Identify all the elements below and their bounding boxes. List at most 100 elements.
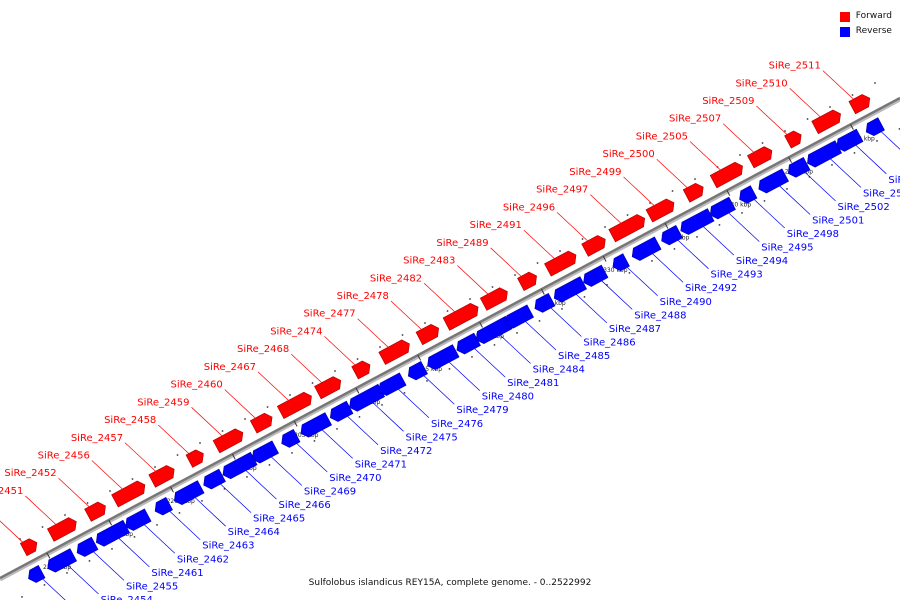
gene-callout-line [756,105,793,140]
dot-marker-reverse [784,130,786,132]
gene-label: SiRe_2485 [558,351,610,362]
dot-marker-reverse [671,190,674,192]
dot-marker-reverse [41,526,44,528]
gene-arrow [758,168,790,194]
gene-arrow [534,292,556,313]
gene-callout-line [523,229,560,264]
dot-marker-forward [898,128,900,130]
gene-arrow [479,287,508,311]
gene-label: SiRe_2463 [202,541,254,552]
dot-marker-reverse [851,94,854,96]
gene-label: SiRe_2452 [4,468,56,479]
gene-callout-line [291,438,328,473]
gene-arrow [281,428,301,448]
dot-marker-reverse [131,478,134,480]
dot-marker-forward [696,236,698,238]
scale-tick [417,354,422,361]
dot-marker-reverse [536,262,539,264]
gene-arrow [680,208,715,235]
gene-callout-line [656,158,693,193]
reverse-genes: SiRe_2453SiRe_2454SiRe_2455SiRe_2461SiRe… [28,117,900,600]
gene-label: SiRe_2462 [177,554,229,565]
gene-arrow [583,264,609,287]
gene-callout-line [191,407,228,442]
gene-callout-line [789,88,826,123]
dot-marker-reverse [626,214,629,216]
scale-tick [355,387,360,394]
gene-label: SiRe_2451 [0,486,23,497]
dot-marker-forward [561,308,563,310]
dot-marker-forward [628,272,631,274]
gene-arrow [865,117,885,137]
dot-marker-forward [381,404,383,406]
gene-callout-line [341,411,379,446]
gene-arrow [84,501,106,522]
gene-callout-line [124,442,162,477]
gene-callout-line [556,212,594,247]
gene-arrow [19,538,38,557]
scale-tick-label: 2330 kbp [599,267,627,274]
dot-marker-reverse [649,202,651,204]
dot-marker-forward [853,152,856,154]
dot-marker-forward [516,332,518,334]
dot-marker-reverse [829,106,831,108]
dot-marker-reverse [244,418,246,420]
gene-arrow [251,440,280,464]
gene-callout-line [224,389,261,424]
axis-shadow [0,97,900,582]
gene-callout-line [596,275,633,310]
gene-arrow [848,94,871,115]
gene-label: SiRe_2478 [337,291,389,302]
dot-marker-reverse [559,250,561,252]
gene-callout-line [748,194,785,229]
gene-callout-line [392,383,430,419]
gene-label: SiRe_2497 [536,185,588,196]
gene-arrow [300,412,333,438]
dot-marker-forward [111,548,113,550]
gene-label: SiRe_2477 [303,309,355,320]
gene-label: SiRe_2509 [702,96,754,107]
gene-label: SiRe_2470 [329,473,381,484]
gene-arrow [739,185,758,204]
gene-callout-line [490,247,527,282]
dot-marker-forward [471,356,473,358]
dot-marker-reverse [199,442,201,444]
scale-tick [293,420,298,427]
dot-marker-forward [831,164,833,166]
gene-callout-line [570,289,608,324]
gene-arrow [612,253,630,272]
gene-callout-line [316,424,353,459]
gene-arrow [351,360,371,380]
gene-callout-line [91,460,128,495]
dot-marker-reverse [401,334,404,336]
dot-marker-reverse [739,154,741,156]
scale-tick [541,288,545,295]
gene-label: SiRe_2458 [104,415,156,426]
gene-arrow [746,146,773,169]
dot-marker-forward [493,344,496,346]
gene-label: SiRe_2472 [380,446,432,457]
dot-marker-reverse [334,370,336,372]
gene-label: SiRe_2460 [171,380,223,391]
gene-arrow [148,465,175,488]
dot-marker-forward [763,200,766,202]
gene-label: SiRe_2469 [304,487,356,498]
scale-tick-label: 2315 kbp [414,366,442,373]
dot-marker-reverse [806,118,809,120]
gene-callout-line [324,336,361,371]
gene-label: SiRe_2501 [812,215,864,226]
gene-callout-line [822,70,860,105]
gene-callout-line [545,302,582,337]
gene-label: SiRe_2499 [569,167,621,178]
legend-swatch-reverse [839,26,850,37]
gene-callout-line [799,167,836,202]
gene-callout-line [723,207,760,242]
gene-callout-line [62,560,99,595]
dot-marker-forward [448,368,451,370]
dot-marker-forward [223,488,226,490]
dot-marker-forward [336,428,338,430]
gene-callout-line [367,397,404,432]
gene-callout-line [0,520,29,548]
gene-label: SiRe_2467 [204,362,256,373]
dot-marker-forward [606,284,608,286]
